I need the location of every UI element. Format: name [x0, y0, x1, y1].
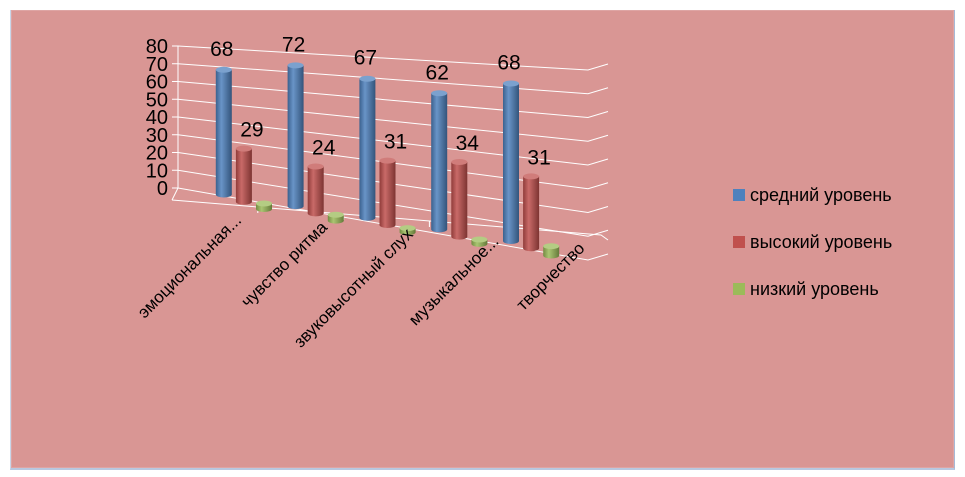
bar-top [379, 157, 396, 164]
gridline [177, 63, 609, 95]
bar-низкий-уровень [327, 211, 344, 224]
gridline [177, 81, 609, 119]
category-label: эмоциональная... [134, 211, 245, 322]
bar-низкий-уровень [543, 243, 560, 259]
bar-top [502, 80, 519, 87]
bar-body [215, 69, 232, 198]
bar-низкий-уровень [399, 225, 416, 236]
bar-средний-уровень [359, 75, 376, 221]
data-label: 67 [354, 47, 377, 70]
y-tick-label: 40 [146, 107, 168, 129]
bar-средний-уровень [287, 62, 304, 210]
bar-body [543, 246, 560, 259]
bar-средний-уровень [502, 80, 519, 244]
data-labels: 68 29 72 24 67 31 62 34 68 31 [210, 33, 551, 169]
bar-top [235, 145, 252, 152]
bar-средний-уровень [215, 66, 232, 198]
bar-body [359, 78, 376, 221]
bar-top [359, 75, 376, 82]
bar-top [523, 173, 540, 180]
y-tick-label: 60 [146, 72, 168, 94]
category-label: музыкальное... [405, 232, 503, 330]
data-label: 31 [384, 131, 407, 154]
bar-top [307, 163, 324, 170]
gridline [177, 116, 609, 166]
bar-top [431, 90, 448, 97]
bar-body [235, 148, 252, 205]
bar-высокий-уровень [379, 157, 396, 228]
category-label: чувство ритма [237, 217, 331, 311]
legend-label: низкий уровень [750, 279, 879, 299]
bar-body [287, 65, 304, 210]
y-tick-label: 20 [146, 143, 168, 165]
legend-swatch [733, 189, 745, 201]
data-label: 24 [312, 136, 336, 159]
bar-top [215, 66, 232, 73]
data-label: 29 [240, 119, 263, 142]
bar-высокий-уровень [235, 145, 252, 205]
legend-swatch [733, 283, 745, 295]
y-tick-label: 70 [146, 54, 168, 76]
bar-top [451, 158, 468, 165]
data-label: 62 [426, 61, 449, 84]
bar-низкий-уровень [471, 236, 488, 247]
bar-высокий-уровень [307, 163, 324, 217]
y-tick-label: 80 [146, 36, 168, 58]
bar-body [502, 83, 519, 244]
bar-body [523, 176, 540, 252]
legend-label: средний уровень [750, 185, 892, 205]
bar-top [256, 200, 273, 207]
category-labels: эмоциональная...чувство ритмазвуковысотн… [134, 211, 588, 352]
y-tick-label: 10 [146, 160, 168, 182]
bar-высокий-уровень [523, 173, 540, 252]
bar-top [471, 236, 488, 243]
bar-top [543, 243, 560, 250]
gridline [177, 98, 609, 142]
data-label: 68 [210, 38, 233, 61]
data-label: 34 [456, 132, 480, 155]
data-label: 72 [282, 33, 305, 56]
y-tick-label: 30 [146, 125, 168, 147]
y-tick-label: 50 [146, 89, 168, 111]
bar-top [327, 211, 344, 218]
gridline [177, 45, 609, 71]
data-label: 68 [497, 52, 520, 75]
bar-body [379, 160, 396, 228]
bar-высокий-уровень [451, 158, 468, 240]
data-label: 31 [527, 146, 550, 169]
legend-swatch [733, 236, 745, 248]
legend-label: высокий уровень [750, 232, 892, 252]
legend: средний уровень высокий уровень низкий уро… [733, 185, 892, 299]
bars [215, 62, 560, 259]
bar-top [399, 225, 416, 232]
bar-body [451, 161, 468, 240]
bar-средний-уровень [431, 90, 448, 233]
y-tick-label: 0 [157, 178, 168, 200]
bar-top [287, 62, 304, 69]
bar-низкий-уровень [256, 200, 273, 213]
bar-body [307, 166, 324, 217]
bar-body [431, 93, 448, 233]
floor-left-edge [171, 187, 179, 201]
gridline [177, 134, 609, 190]
